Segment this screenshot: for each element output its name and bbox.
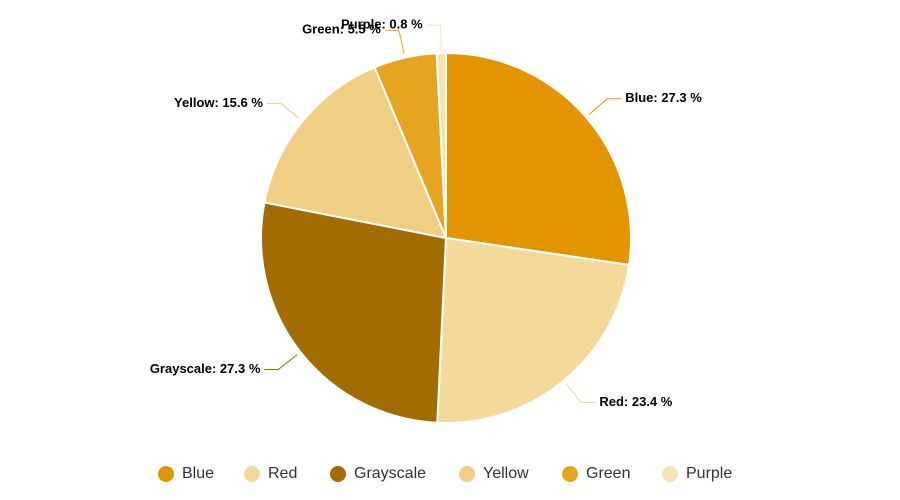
legend-marker[interactable] bbox=[244, 466, 260, 482]
legend-marker[interactable] bbox=[330, 466, 346, 482]
legend-marker[interactable] bbox=[459, 466, 475, 482]
leader-line bbox=[264, 354, 298, 370]
data-label: Grayscale: 27.3 % bbox=[150, 361, 261, 376]
data-label: Green: 5.5 % bbox=[302, 22, 381, 37]
data-label: Yellow: 15.6 % bbox=[174, 95, 263, 110]
legend-label[interactable]: Blue bbox=[182, 465, 214, 482]
legend-label[interactable]: Purple bbox=[686, 465, 732, 482]
leader-line bbox=[565, 383, 596, 403]
data-label: Purple: 0.8 % bbox=[341, 17, 423, 32]
data-label: Blue: 27.3 % bbox=[625, 90, 702, 105]
legend-marker[interactable] bbox=[562, 466, 578, 482]
leader-line bbox=[266, 102, 300, 119]
legend-label[interactable]: Green bbox=[586, 465, 630, 482]
leader-line bbox=[384, 29, 405, 54]
pie-slice bbox=[263, 66, 448, 240]
data-label: Red: 23.4 % bbox=[599, 394, 672, 409]
legend-label[interactable]: Red bbox=[268, 465, 297, 482]
pie-slice bbox=[435, 51, 447, 239]
legend-label[interactable]: Grayscale bbox=[354, 465, 426, 482]
leader-line bbox=[588, 98, 622, 115]
leader-line bbox=[426, 24, 442, 50]
pie-slice bbox=[445, 51, 632, 267]
pie-slice bbox=[260, 201, 448, 424]
legend-marker[interactable] bbox=[158, 466, 174, 482]
legend-label[interactable]: Yellow bbox=[483, 465, 529, 482]
legend-marker[interactable] bbox=[662, 466, 678, 482]
pie-slice bbox=[436, 236, 631, 424]
